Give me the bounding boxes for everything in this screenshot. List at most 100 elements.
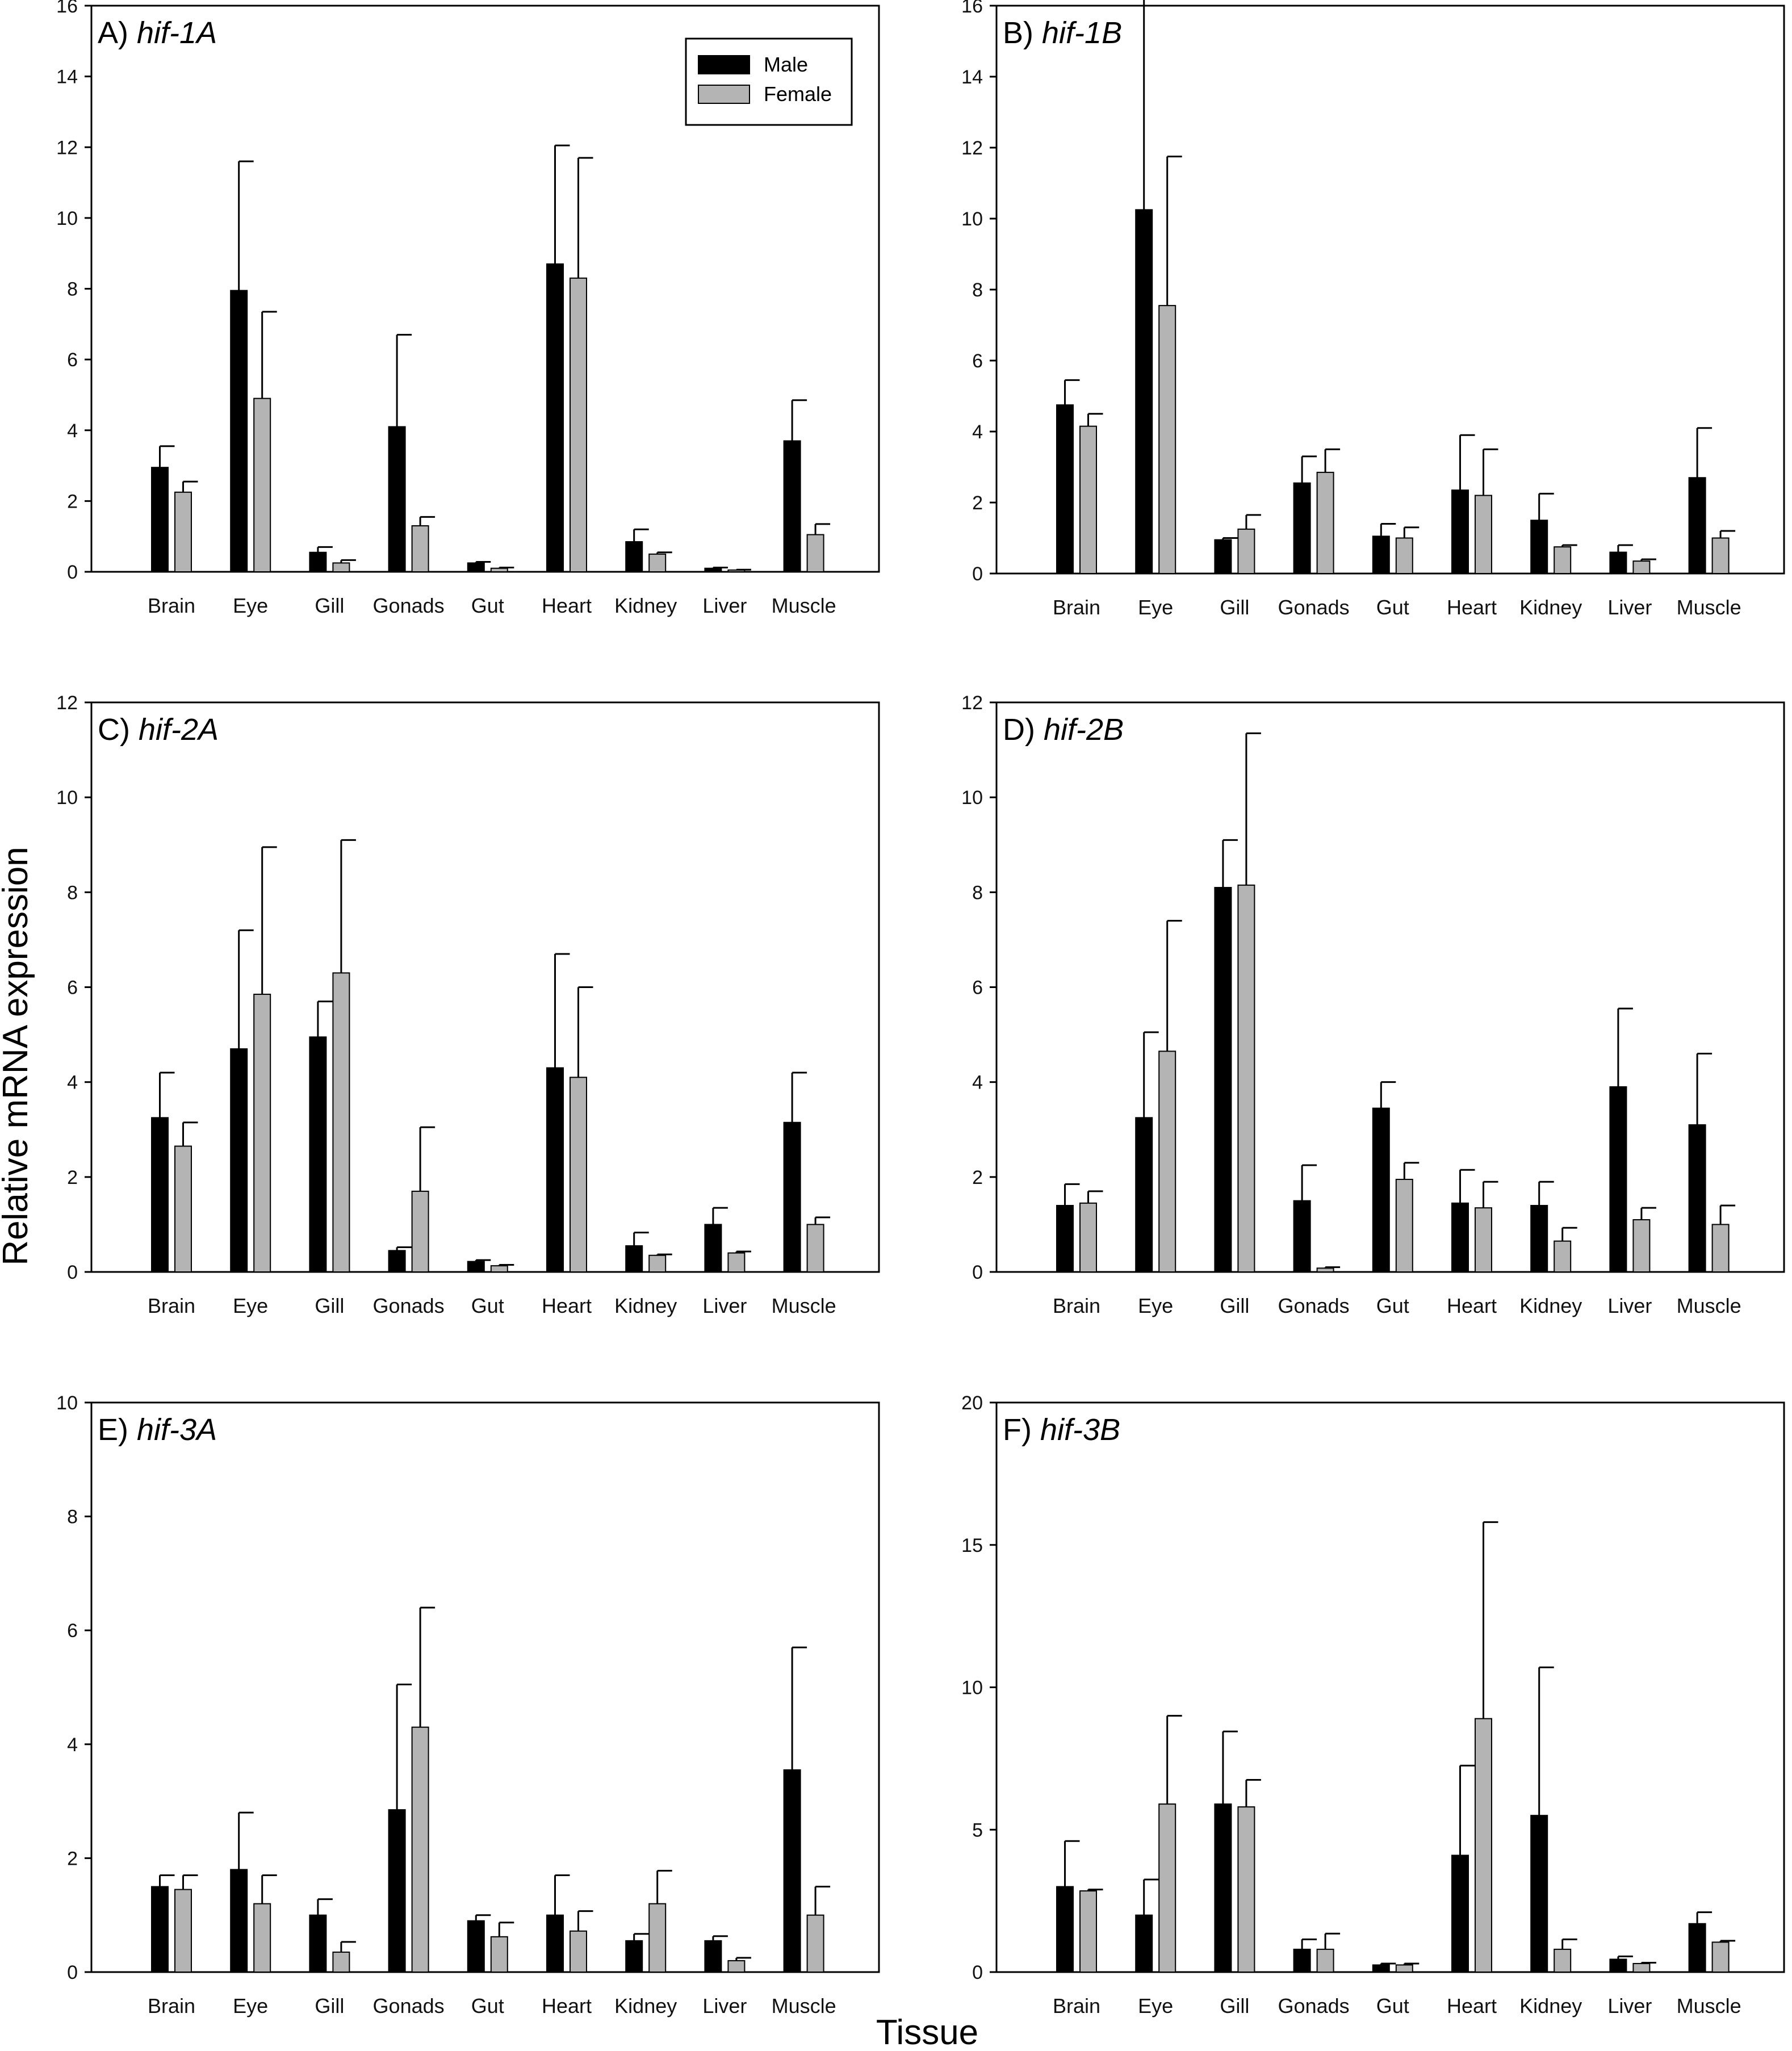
x-tick-label-heart: Heart [542, 1294, 592, 1317]
y-tick-label: 12 [56, 137, 78, 158]
panel-3: 0 2 4 6 8 10 12 Brain Eye Gill Gonads Gut Heart Kidne… [56, 692, 880, 1317]
bar-male-gut [1372, 1107, 1390, 1273]
bar-male-muscle [1688, 477, 1706, 574]
y-tick-label: 6 [67, 349, 78, 371]
bar-female-gonads [1316, 471, 1334, 574]
error-bar-male-kidney [633, 528, 649, 542]
error-bar-female-kidney [656, 551, 672, 554]
bar-female-brain [174, 1145, 192, 1273]
gene-name: hif-1A [137, 16, 217, 50]
x-tick-label-liver: Liver [702, 1994, 747, 2017]
x-tick-label-brain: Brain [148, 594, 195, 617]
error-bar-male-gut [475, 561, 491, 563]
x-tick-label-gonads: Gonads [1278, 596, 1350, 619]
x-tick-label-liver: Liver [1607, 596, 1652, 619]
error-bar-male-heart [1459, 1764, 1475, 1856]
y-tick-label: 15 [961, 1535, 983, 1556]
panel-letter: B) [1003, 16, 1042, 50]
y-tick-label: 10 [961, 208, 983, 230]
error-bar-male-brain [159, 1874, 175, 1887]
plot-frame [90, 1401, 880, 1973]
error-bar-female-muscle [1719, 530, 1736, 538]
x-tick-label-gill: Gill [1220, 596, 1249, 619]
error-bar-female-brain [1087, 1190, 1103, 1203]
error-bar-male-brain [1064, 1183, 1080, 1206]
bar-female-gill [332, 1951, 350, 1973]
y-tick-label: 12 [56, 692, 78, 714]
bar-male-gill [1214, 886, 1232, 1273]
bar-female-muscle [1711, 1941, 1730, 1973]
bar-male-brain [151, 1886, 169, 1973]
error-bar-female-brain [1087, 413, 1103, 426]
x-tick-label-heart: Heart [542, 594, 592, 617]
y-tick-label: 5 [972, 1819, 983, 1841]
error-bar-male-gill [317, 1898, 333, 1915]
error-bar-male-gill [1222, 839, 1238, 888]
gene-name: hif-2A [139, 713, 219, 747]
x-tick-label-brain: Brain [148, 1294, 195, 1317]
error-bar-female-kidney [656, 1869, 672, 1904]
y-tick-label: 0 [67, 562, 78, 583]
x-tick-label-muscle: Muscle [772, 594, 836, 617]
panel-title: F) hif-3B [1003, 1413, 1120, 1447]
error-bar-female-gill [340, 559, 356, 563]
bar-female-gonads [1316, 1948, 1334, 1973]
x-tick-label-brain: Brain [1053, 596, 1100, 619]
error-bar-female-kidney [1561, 1227, 1577, 1241]
x-tick-label-muscle: Muscle [772, 1294, 836, 1317]
y-tick-label: 16 [961, 0, 983, 17]
x-tick-label-brain: Brain [148, 1994, 195, 2017]
error-bar-female-kidney [656, 1253, 672, 1255]
legend-box [685, 37, 853, 126]
x-tick-label-gill: Gill [315, 1994, 344, 2017]
error-bar-male-eye [1143, 0, 1145, 210]
bar-female-gonads [411, 525, 429, 573]
y-tick-label: 0 [972, 1962, 983, 1983]
bar-female-gonads [411, 1190, 429, 1273]
bar-female-kidney [1554, 1240, 1572, 1273]
bar-male-gonads [388, 1809, 406, 1973]
bar-female-gut [1395, 1179, 1413, 1273]
x-tick-label-gill: Gill [1220, 1994, 1249, 2017]
error-bar-male-kidney [633, 1933, 649, 1941]
x-tick-label-gonads: Gonads [373, 1294, 445, 1317]
bar-male-muscle [783, 1121, 801, 1273]
bar-male-eye [1135, 1117, 1153, 1273]
bar-male-brain [151, 467, 169, 572]
panel-letter: E) [98, 1413, 137, 1447]
bar-female-kidney [648, 553, 667, 572]
bar-male-gill [1214, 539, 1232, 574]
error-bar-male-kidney [1538, 1666, 1554, 1816]
error-bar-female-gut [498, 1922, 514, 1937]
error-bar-male-heart [554, 953, 570, 1068]
x-tick-label-gill: Gill [315, 1294, 344, 1317]
bar-male-heart [1451, 489, 1469, 574]
x-tick-label-eye: Eye [1138, 1294, 1173, 1317]
y-tick-label: 10 [961, 1677, 983, 1699]
error-bar-male-gonads [1301, 1938, 1317, 1949]
x-tick-label-kidney: Kidney [1519, 596, 1582, 619]
legend-label-male: Male [764, 53, 808, 76]
x-tick-label-kidney: Kidney [614, 1294, 677, 1317]
bar-male-heart [546, 263, 564, 573]
panel-1: 0 2 4 6 8 10 12 14 16 Brain Eye Gill Gonads Gut Heart K… [56, 0, 880, 617]
y-tick-label: 10 [56, 208, 78, 229]
bar-female-kidney [1554, 546, 1572, 574]
error-bar-female-heart [577, 986, 593, 1078]
bar-male-gut [467, 1920, 485, 1973]
error-bar-female-brain [182, 480, 198, 492]
bar-male-gill [309, 551, 327, 573]
bar-female-eye [1158, 1050, 1176, 1273]
error-bar-male-heart [1459, 434, 1475, 491]
x-tick-label-kidney: Kidney [614, 1994, 677, 2017]
x-tick-label-gut: Gut [471, 594, 504, 617]
bar-male-gut [467, 562, 485, 572]
y-tick-label: 6 [67, 977, 78, 999]
bar-male-gill [1214, 1803, 1232, 1973]
bar-male-muscle [1688, 1923, 1706, 1973]
bar-female-eye [253, 994, 271, 1273]
bar-female-kidney [648, 1903, 667, 1973]
y-tick-label: 14 [961, 66, 983, 88]
panel-letter: D) [1003, 713, 1044, 747]
error-bar-female-gonads [419, 1606, 436, 1727]
